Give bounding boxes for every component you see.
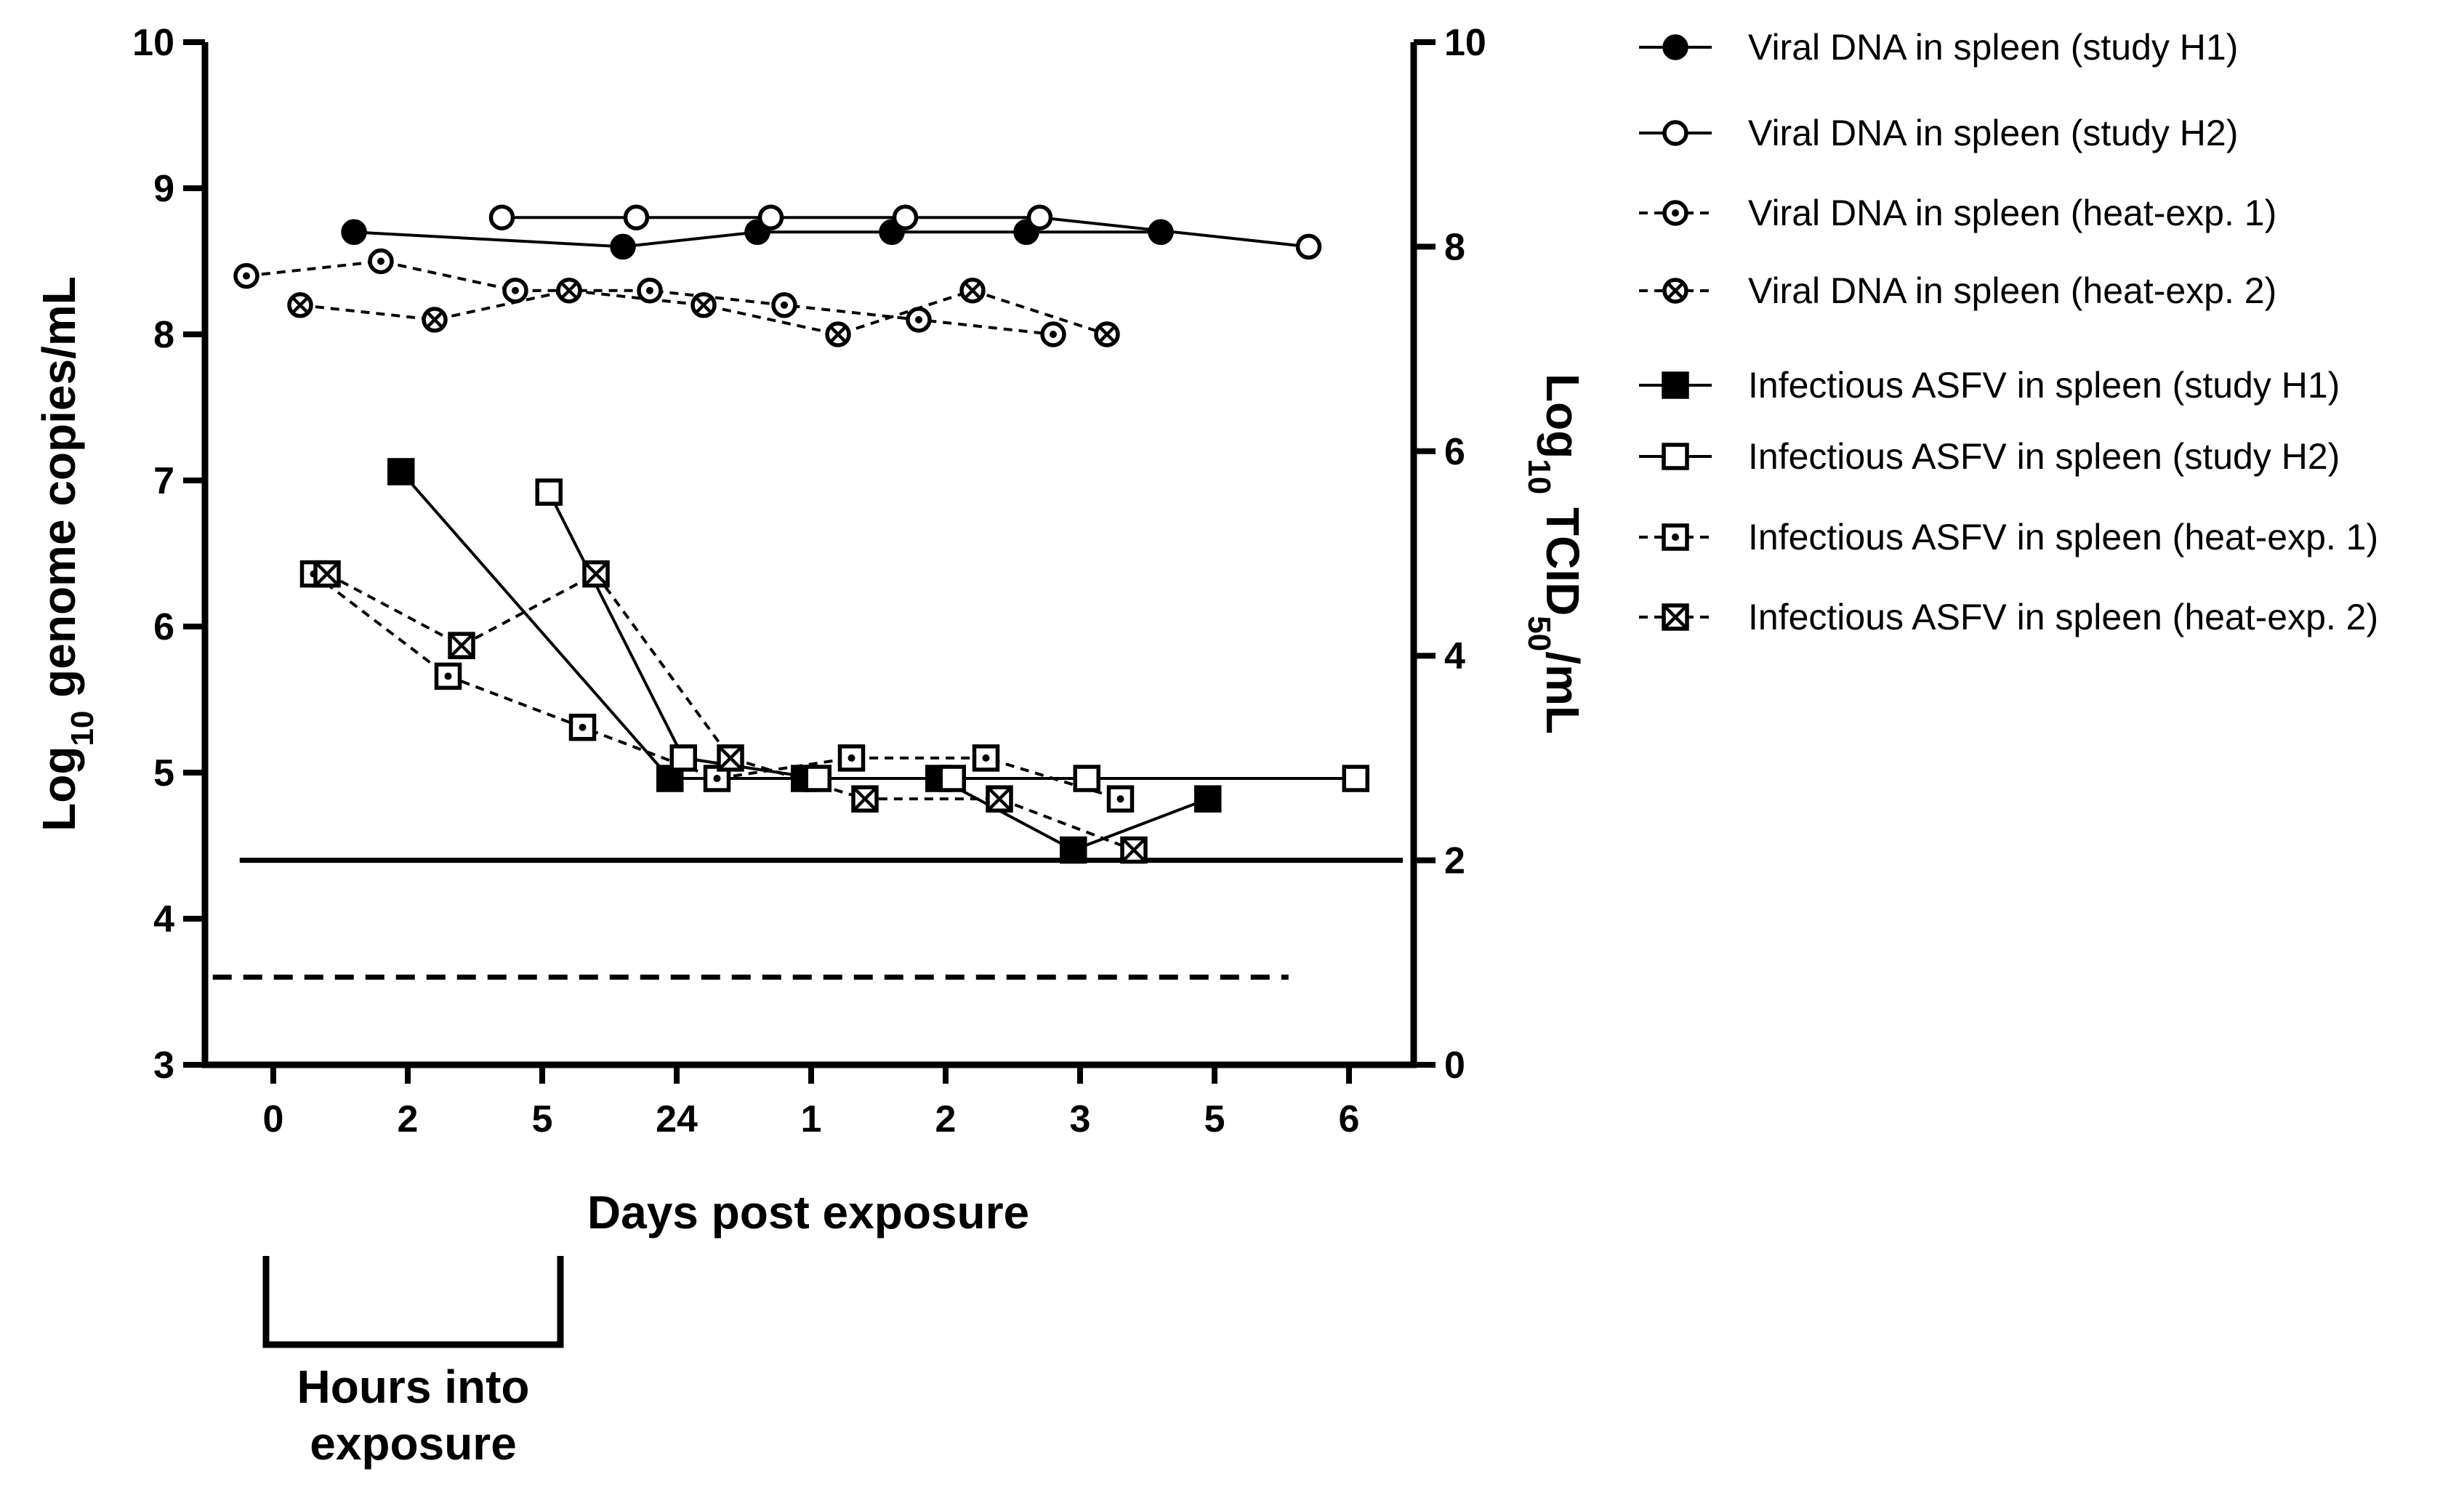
y-left-tick-label: 8 [153, 314, 174, 356]
data-point-series-4 [422, 307, 448, 333]
data-point-series-6 [938, 765, 966, 792]
bracket-label-line1: Hours into [297, 1361, 530, 1413]
y-left-tick-label: 3 [153, 1044, 174, 1087]
x-axis-title: Days post exposure [587, 1186, 1029, 1239]
x-tick-label: 1 [801, 1098, 822, 1140]
y-right-tick-label: 10 [1444, 22, 1486, 64]
data-point-series-7 [434, 662, 462, 690]
legend-marker-7 [1662, 523, 1689, 551]
data-point-series-5 [1194, 785, 1222, 813]
y-left-tick-label: 4 [153, 898, 174, 941]
data-point-series-5 [387, 458, 415, 486]
data-point-series-2 [1295, 233, 1322, 260]
y-right-tick-label: 4 [1444, 635, 1465, 677]
series-line-2 [502, 216, 1309, 249]
legend-label-5: Infectious ASFV in spleen (study H1) [1748, 365, 2340, 406]
data-point-series-6 [669, 744, 697, 772]
data-point-series-6 [804, 765, 832, 792]
data-point-series-7 [568, 713, 597, 741]
legend-marker-5 [1662, 371, 1689, 399]
y-right-axis-title: Log10 TCID50/mL [1522, 374, 1590, 734]
legend-label-4: Viral DNA in spleen (heat-exp. 2) [1748, 270, 2276, 311]
data-point-series-8 [986, 785, 1013, 813]
data-point-series-2 [623, 204, 650, 230]
x-tick-label: 0 [263, 1098, 284, 1140]
legend-label-7: Infectious ASFV in spleen (heat-exp. 1) [1748, 517, 2378, 557]
x-tick-label: 5 [1204, 1098, 1225, 1140]
data-point-series-4 [1094, 321, 1120, 347]
legend-marker-3 [1662, 200, 1688, 226]
y-left-tick-label: 10 [132, 22, 174, 64]
data-point-series-1 [610, 233, 636, 260]
data-point-series-7 [972, 744, 1000, 772]
data-point-series-4 [959, 277, 986, 304]
y-left-tick-label: 6 [153, 606, 174, 648]
x-tick-label: 5 [532, 1098, 553, 1140]
y-left-axis-title: Log10 genome copies/mL [33, 276, 100, 831]
x-tick-label: 24 [656, 1098, 698, 1140]
hours-bracket [262, 1256, 564, 1348]
data-point-series-8 [313, 560, 341, 588]
legend-label-1: Viral DNA in spleen (study H1) [1748, 27, 2238, 68]
data-point-series-8 [582, 560, 610, 588]
data-point-series-4 [556, 277, 582, 304]
data-point-series-2 [488, 204, 515, 230]
x-tick-label: 6 [1339, 1098, 1360, 1140]
data-point-series-6 [535, 478, 563, 506]
y-right-tick-label: 8 [1444, 226, 1465, 268]
data-point-series-4 [691, 292, 717, 318]
data-point-series-3 [771, 292, 797, 318]
data-point-series-8 [851, 785, 879, 813]
legend-label-6: Infectious ASFV in spleen (study H2) [1748, 436, 2340, 477]
data-point-series-3 [637, 277, 663, 304]
data-point-series-3 [502, 277, 528, 304]
data-point-series-7 [837, 744, 866, 772]
y-left-tick-label: 5 [153, 752, 174, 794]
series-line-5 [400, 470, 1209, 852]
series-line-1 [353, 230, 1161, 249]
data-point-series-3 [1040, 321, 1066, 347]
data-point-series-6 [1342, 765, 1369, 792]
data-point-series-2 [892, 204, 919, 230]
bracket-label-line2: exposure [310, 1417, 517, 1470]
data-point-series-6 [1073, 765, 1100, 792]
data-point-series-8 [717, 744, 744, 772]
x-tick-label: 2 [398, 1098, 419, 1140]
data-point-series-2 [1026, 204, 1053, 230]
legend-marker-8 [1662, 603, 1689, 631]
data-point-series-3 [233, 262, 259, 289]
data-point-series-3 [906, 307, 932, 333]
data-point-series-7 [1106, 785, 1135, 813]
y-right-tick-label: 2 [1444, 840, 1465, 882]
y-left-tick-label: 9 [153, 168, 174, 210]
data-point-series-2 [757, 204, 784, 230]
data-point-series-8 [448, 632, 475, 659]
legend-marker-6 [1662, 443, 1689, 470]
legend-label-2: Viral DNA in spleen (study H2) [1748, 113, 2238, 153]
data-point-series-5 [1060, 836, 1087, 864]
series-line-6 [547, 491, 1356, 781]
data-point-series-4 [287, 292, 313, 318]
y-right-tick-label: 0 [1444, 1044, 1465, 1087]
legend-marker-4 [1662, 278, 1688, 304]
legend-marker-2 [1662, 120, 1688, 146]
legend-label-8: Infectious ASFV in spleen (heat-exp. 2) [1748, 597, 2378, 637]
y-left-tick-label: 7 [153, 460, 174, 502]
data-point-series-1 [341, 219, 367, 246]
data-point-series-8 [1120, 836, 1148, 864]
data-point-series-1 [1148, 219, 1174, 246]
y-right-tick-label: 6 [1444, 431, 1465, 473]
x-tick-label: 3 [1070, 1098, 1091, 1140]
x-tick-label: 2 [935, 1098, 957, 1140]
legend-marker-1 [1662, 34, 1688, 60]
legend-label-3: Viral DNA in spleen (heat-exp. 1) [1748, 193, 2276, 233]
data-point-series-3 [368, 248, 394, 275]
data-point-series-4 [825, 321, 851, 347]
